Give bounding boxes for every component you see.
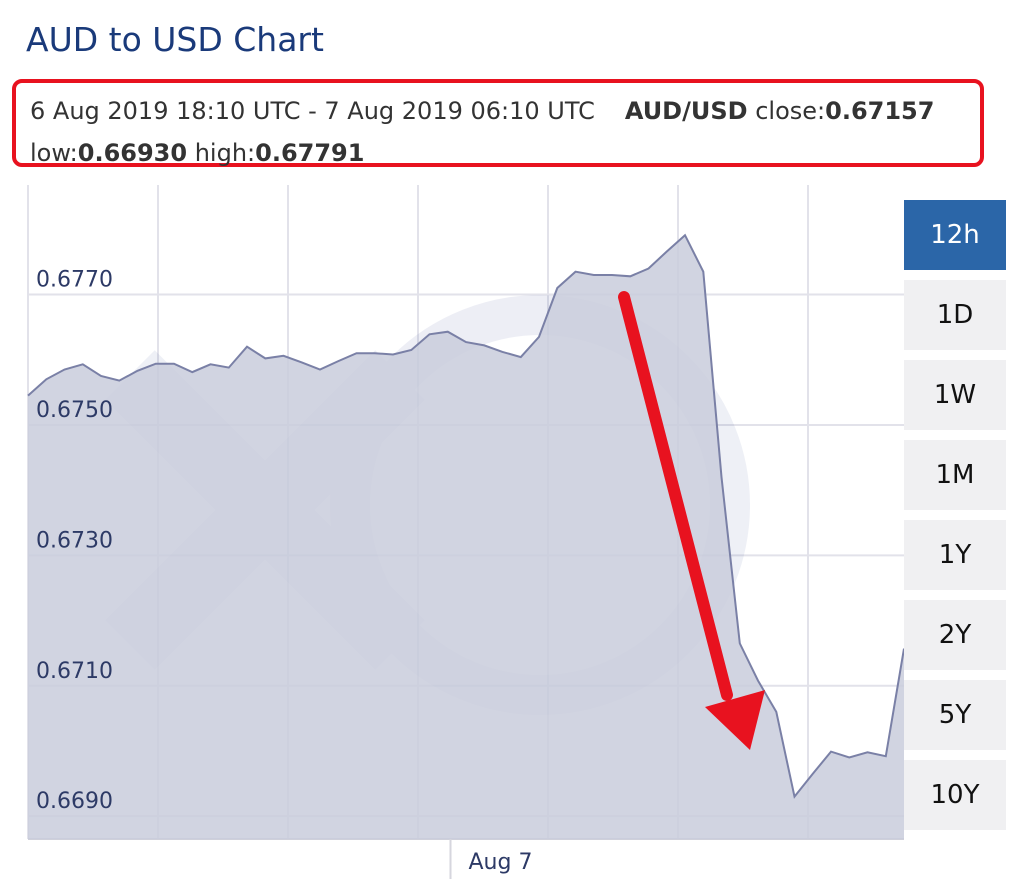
y-tick-label: 0.6750	[36, 398, 113, 423]
high-label: high:	[194, 139, 256, 167]
y-tick-label: 0.6710	[36, 659, 113, 684]
range-button-1m[interactable]: 1M	[904, 440, 1006, 510]
range-button-10y[interactable]: 10Y	[904, 760, 1006, 830]
x-tick-label: Aug 7	[469, 850, 533, 875]
period-text: 6 Aug 2019 18:10 UTC - 7 Aug 2019 06:10 …	[30, 97, 595, 125]
close-label: close:	[755, 97, 826, 125]
highlight-box: 6 Aug 2019 18:10 UTC - 7 Aug 2019 06:10 …	[12, 79, 984, 167]
y-tick-label: 0.6770	[36, 268, 113, 293]
x-axis-ticks: Aug 7	[449, 839, 533, 879]
high-value: 0.67791	[255, 139, 365, 167]
info-line-range: low:0.66930 high:0.67791	[30, 139, 364, 167]
y-tick-label: 0.6690	[36, 789, 113, 814]
close-value: 0.67157	[825, 97, 935, 125]
y-axis-ticks: 0.6770 0.6750 0.6730 0.6710 0.6690	[36, 268, 113, 815]
low-value: 0.66930	[77, 139, 188, 167]
series-area	[28, 235, 904, 839]
range-button-1w[interactable]: 1W	[904, 360, 1006, 430]
pair-label: AUD/USD	[624, 97, 748, 125]
page-title: AUD to USD Chart	[26, 20, 324, 59]
range-button-1y[interactable]: 1Y	[904, 520, 1006, 590]
series-line	[27, 233, 904, 799]
range-selector: 12h 1D 1W 1M 1Y 2Y 5Y 10Y	[904, 200, 1006, 840]
range-button-1d[interactable]: 1D	[904, 280, 1006, 350]
low-label: low:	[30, 139, 78, 167]
price-chart: 0.6770 0.6750 0.6730 0.6710 0.6690 Aug 7	[27, 185, 904, 879]
info-line-period: 6 Aug 2019 18:10 UTC - 7 Aug 2019 06:10 …	[30, 97, 934, 125]
y-tick-label: 0.6730	[36, 528, 113, 553]
down-arrow-annotation	[618, 291, 765, 750]
range-button-12h[interactable]: 12h	[904, 200, 1006, 270]
range-button-2y[interactable]: 2Y	[904, 600, 1006, 670]
range-button-5y[interactable]: 5Y	[904, 680, 1006, 750]
